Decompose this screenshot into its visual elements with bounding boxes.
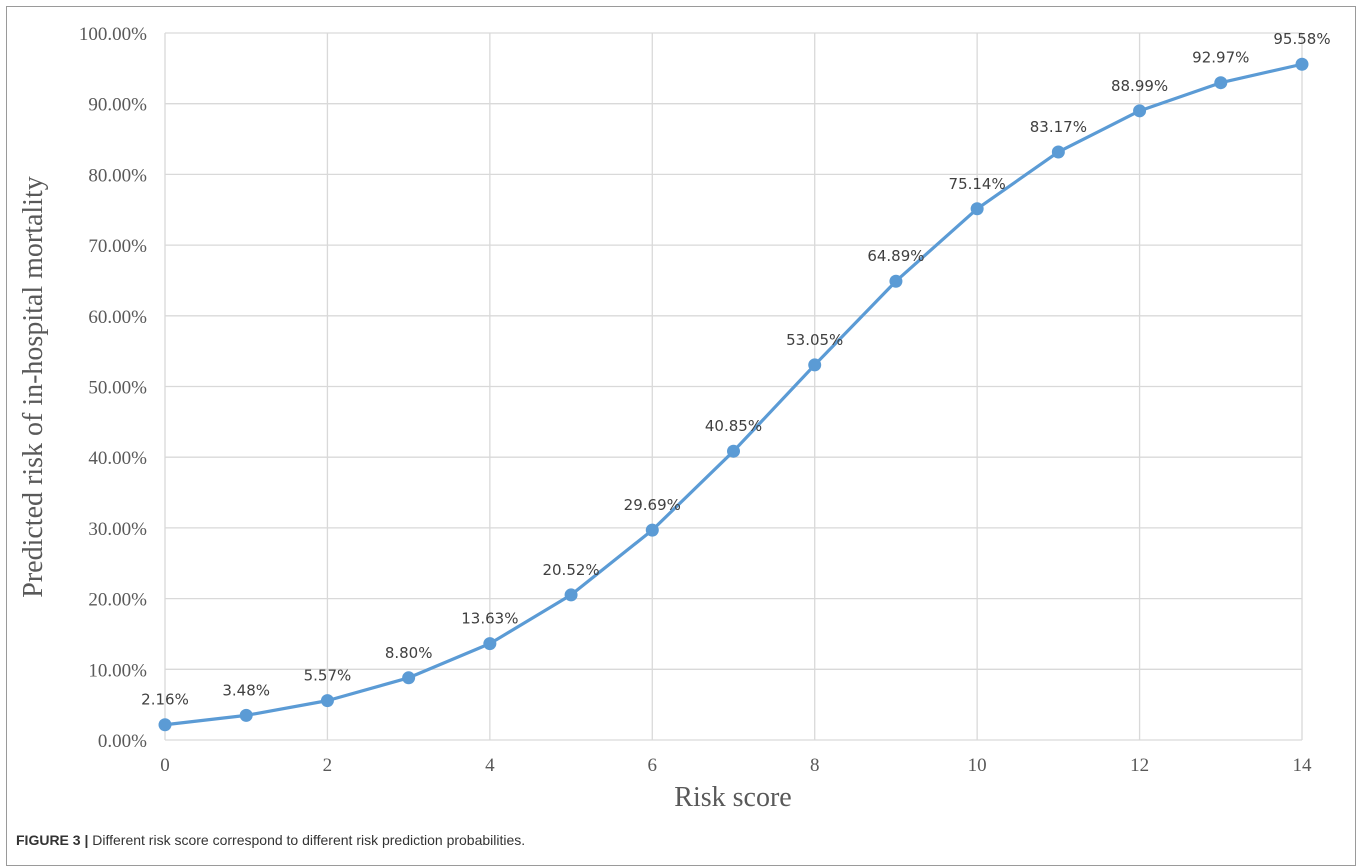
- x-tick-label: 12: [1130, 755, 1149, 776]
- data-point: [158, 718, 172, 732]
- data-label: 64.89%: [867, 247, 924, 265]
- x-axis-title: Risk score: [674, 782, 791, 813]
- data-point: [1214, 76, 1228, 90]
- data-point: [320, 694, 334, 708]
- data-point: [1051, 145, 1065, 159]
- data-label: 53.05%: [786, 331, 843, 349]
- data-label: 5.57%: [304, 667, 352, 685]
- gridlines: [164, 32, 1303, 741]
- x-tick-label: 0: [160, 755, 170, 776]
- data-label: 8.80%: [385, 644, 433, 662]
- data-labels: 2.16% 3.48% 5.57% 8.80% 13.63% 20.52% 29.69% 40…: [141, 30, 1330, 708]
- data-point: [645, 523, 659, 537]
- data-point: [1295, 57, 1309, 71]
- y-tick-label: 40.00%: [88, 448, 147, 469]
- series-line: [164, 62, 1303, 727]
- y-tick-label: 50.00%: [88, 378, 147, 399]
- figure-caption: FIGURE 3 | Different risk score correspo…: [16, 832, 525, 848]
- y-axis-title: Predicted risk of in-hospital mortality: [18, 176, 49, 597]
- data-label: 95.58%: [1273, 30, 1330, 48]
- y-tick-label: 10.00%: [88, 660, 147, 681]
- data-point: [1133, 104, 1147, 118]
- x-tick-label: 2: [323, 755, 333, 776]
- data-label: 88.99%: [1111, 77, 1168, 95]
- data-point: [239, 708, 253, 722]
- x-tick-label: 8: [810, 755, 820, 776]
- figure-label: FIGURE 3 |: [16, 832, 89, 848]
- data-point: [402, 671, 416, 685]
- y-tick-label: 100.00%: [79, 24, 147, 45]
- y-axis-ticks: 0.00% 10.00% 20.00% 30.00% 40.00% 50.00% 60.00…: [79, 24, 147, 752]
- data-label: 2.16%: [141, 691, 189, 709]
- data-point: [483, 637, 497, 651]
- data-point: [970, 202, 984, 216]
- data-point: [564, 588, 578, 602]
- data-label: 92.97%: [1192, 49, 1249, 67]
- x-tick-label: 4: [485, 755, 495, 776]
- data-point: [727, 444, 740, 458]
- data-label: 83.17%: [1030, 118, 1087, 136]
- y-tick-label: 80.00%: [88, 165, 147, 186]
- y-tick-label: 20.00%: [88, 590, 147, 611]
- data-label: 75.14%: [949, 175, 1006, 193]
- x-tick-label: 10: [968, 755, 987, 776]
- data-label: 13.63%: [461, 610, 518, 628]
- y-tick-label: 30.00%: [88, 519, 147, 540]
- x-tick-label: 14: [1293, 755, 1313, 776]
- y-tick-label: 90.00%: [88, 95, 147, 116]
- x-tick-label: 6: [648, 755, 658, 776]
- figure-frame: [6, 6, 1356, 866]
- line-chart: 0.00% 10.00% 20.00% 30.00% 40.00% 50.00% 60.00…: [18, 24, 1331, 813]
- y-tick-label: 0.00%: [98, 731, 147, 752]
- y-tick-label: 60.00%: [88, 307, 147, 328]
- series-mortality-risk: [158, 57, 1309, 732]
- data-point: [808, 358, 822, 372]
- y-tick-label: 70.00%: [88, 236, 147, 257]
- data-point: [889, 274, 903, 288]
- x-axis-ticks: 0 2 4 6 8 10 12 14: [160, 755, 1312, 776]
- caption-text: Different risk score correspond to diffe…: [88, 832, 526, 848]
- data-label: 29.69%: [624, 496, 681, 514]
- data-label: 3.48%: [222, 681, 270, 699]
- data-label: 20.52%: [542, 561, 599, 579]
- data-label: 40.85%: [705, 417, 762, 435]
